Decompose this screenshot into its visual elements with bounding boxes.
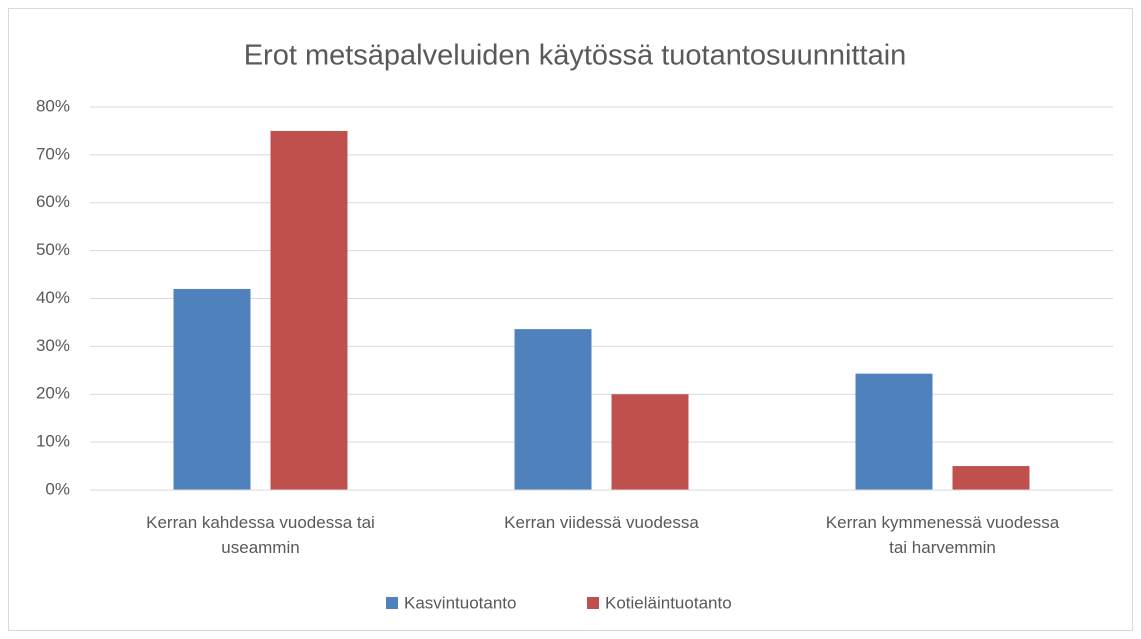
y-tick-label: 60% — [36, 192, 70, 211]
x-tick-label: Kerran kahdessa vuodessa tai useammin — [146, 513, 375, 557]
y-tick-label: 30% — [36, 336, 70, 355]
legend-swatch — [587, 597, 599, 609]
y-tick-label: 70% — [36, 144, 70, 163]
bar — [514, 329, 592, 490]
legend-swatch — [386, 597, 398, 609]
y-tick-label: 0% — [45, 479, 70, 498]
legend-label: Kasvintuotanto — [404, 593, 516, 612]
legend-label: Kotieläintuotanto — [605, 593, 732, 612]
bar — [270, 130, 348, 490]
bar — [173, 288, 251, 490]
x-tick-label: Kerran kymmenessä vuodessa tai harvemmin — [825, 513, 1060, 557]
bar — [952, 466, 1030, 490]
y-tick-label: 20% — [36, 384, 70, 403]
chart-title: Erot metsäpalveluiden käytössä tuotantos… — [244, 40, 907, 72]
x-tick-label: Kerran viidessä vuodessa — [504, 513, 699, 532]
y-tick-label: 40% — [36, 288, 70, 307]
y-tick-label: 80% — [36, 96, 70, 115]
y-tick-label: 50% — [36, 240, 70, 259]
y-tick-label: 10% — [36, 432, 70, 451]
bar — [855, 373, 933, 490]
bar — [611, 394, 689, 490]
